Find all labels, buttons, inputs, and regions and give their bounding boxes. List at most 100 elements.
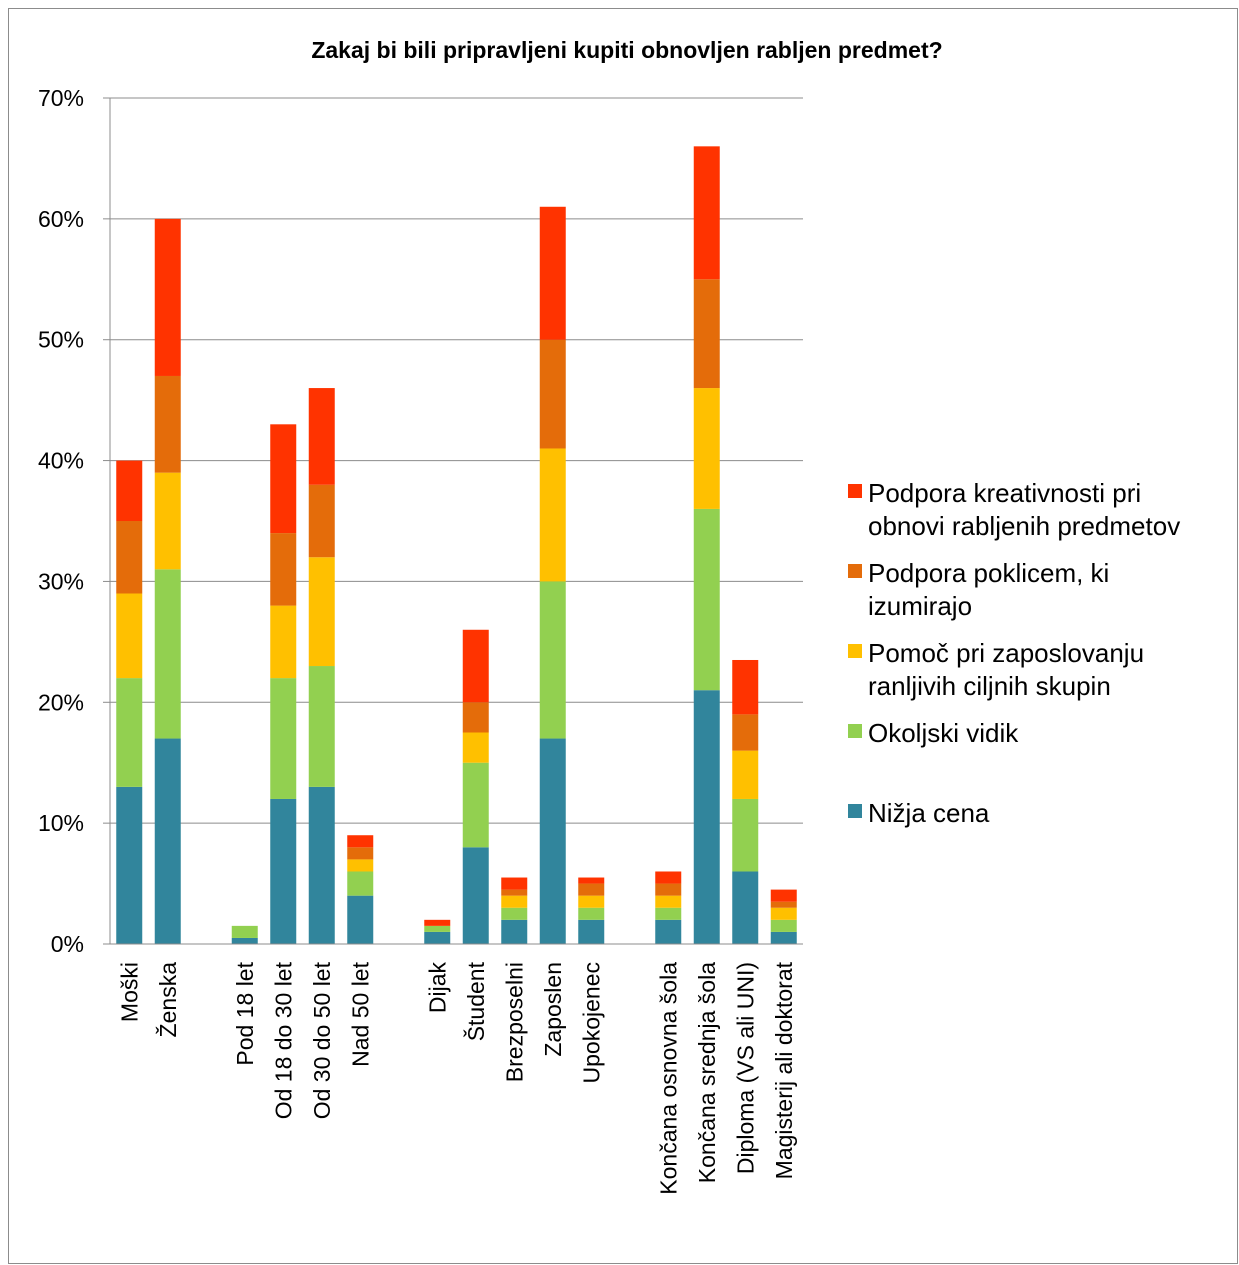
bar-segment [154,738,181,944]
bar-segment [770,907,797,920]
chart-frame [8,8,1238,1264]
category-label: Od 18 do 30 let [270,961,296,1119]
bar-segment [539,448,566,582]
bar-segment [116,678,143,787]
bar-segment [770,889,797,902]
bar-segment [539,206,566,340]
category-label: Upokojenec [578,962,604,1083]
bar-segment [347,835,374,848]
bar-segment [578,907,605,920]
bar-segment [424,919,451,926]
bar-segment [578,919,605,944]
category-labels: Moški Ženska Pod 18 let Od 18 do 30 let Od 3… [116,961,797,1194]
bar-segment [732,714,759,751]
bar-segment [539,738,566,944]
bar-segment [308,484,335,558]
y-tick-label: 0% [51,931,84,957]
bar-segment [270,424,297,534]
legend-swatch [848,564,862,578]
category-label: Od 30 do 50 let [309,961,335,1119]
bar-segment [308,666,335,787]
bar-segment [154,218,181,376]
bar-segment [693,690,720,944]
bar-segment [270,798,297,944]
axes [109,98,803,945]
bar-segment [501,889,528,896]
bar-segment [116,521,143,594]
bar-segment [424,931,451,944]
legend-label: Nižja cena [868,798,990,828]
bar-segment [424,925,451,932]
bar-segment [655,871,682,884]
bar-segment [578,883,605,896]
bar-segment [732,798,759,872]
bar-segment [116,460,143,521]
bar-segment [462,702,489,733]
gridlines [103,97,803,945]
y-tick-label: 20% [38,689,84,715]
category-label: Končana srednja šola [694,962,720,1183]
category-label: Študent [462,961,489,1041]
bar-segment [770,919,797,932]
category-label: Ženska [155,962,181,1038]
y-tick-label: 50% [38,327,84,353]
legend-swatch [848,804,862,818]
bar-segment [347,847,374,860]
bar-segment [732,750,759,799]
y-tick-label: 40% [38,448,84,474]
category-label: Nad 50 let [347,961,373,1066]
legend-label: izumirajo [868,591,972,621]
category-label: Magisterij ali doktorat [771,961,797,1179]
legend-swatch [848,724,862,738]
bar-segment [270,533,297,606]
bar-segment [578,895,605,908]
bars [116,146,797,944]
legend-label: Podpora poklicem, ki [868,558,1109,588]
bar-segment [347,895,374,944]
bar-segment [462,629,489,703]
bar-segment [154,569,181,739]
legend-label: Okoljski vidik [868,718,1019,748]
bar-segment [462,732,489,763]
y-tick-label: 70% [38,85,84,111]
bar-segment [655,895,682,908]
bar-segment [770,931,797,944]
legend-swatch [848,644,862,658]
category-label: Dijak [424,962,450,1014]
bar-segment [693,508,720,691]
y-tick-label: 60% [38,206,84,232]
category-label: Končana osnovna šola [655,962,681,1195]
bar-segment [732,659,759,715]
legend-label: Pomoč pri zaposlovanju [868,638,1144,668]
bar-segment [347,871,374,896]
bar-segment [270,678,297,799]
bar-segment [116,786,143,944]
y-tick-label: 30% [38,568,84,594]
legend-label: Podpora kreativnosti pri [868,478,1141,508]
chart-title: Zakaj bi bili pripravljeni kupiti obnovl… [311,37,942,63]
bar-segment [270,605,297,679]
bar-segment [732,871,759,944]
category-label: Zaposlen [540,962,566,1057]
legend-swatch [848,484,862,498]
bar-segment [655,883,682,896]
y-tick-label: 10% [38,810,84,836]
bar-segment [154,472,181,570]
bar-segment [462,847,489,944]
bar-segment [655,907,682,920]
category-label: Brezposelni [501,962,527,1082]
legend-label: obnovi rabljenih predmetov [868,511,1180,541]
bar-segment [770,901,797,908]
legend-label: ranljivih ciljnih skupin [868,671,1111,701]
category-label: Moški [116,962,142,1022]
category-label: Diploma (VS ali UNI) [732,962,758,1174]
bar-segment [693,146,720,280]
bar-segment [231,925,258,938]
bar-segment [462,762,489,848]
bar-segment [655,919,682,944]
y-tick-labels: 0% 10% 20% 30% 40% 50% 60% 70% [38,85,84,957]
bar-segment [154,375,181,473]
bar-segment [501,907,528,920]
